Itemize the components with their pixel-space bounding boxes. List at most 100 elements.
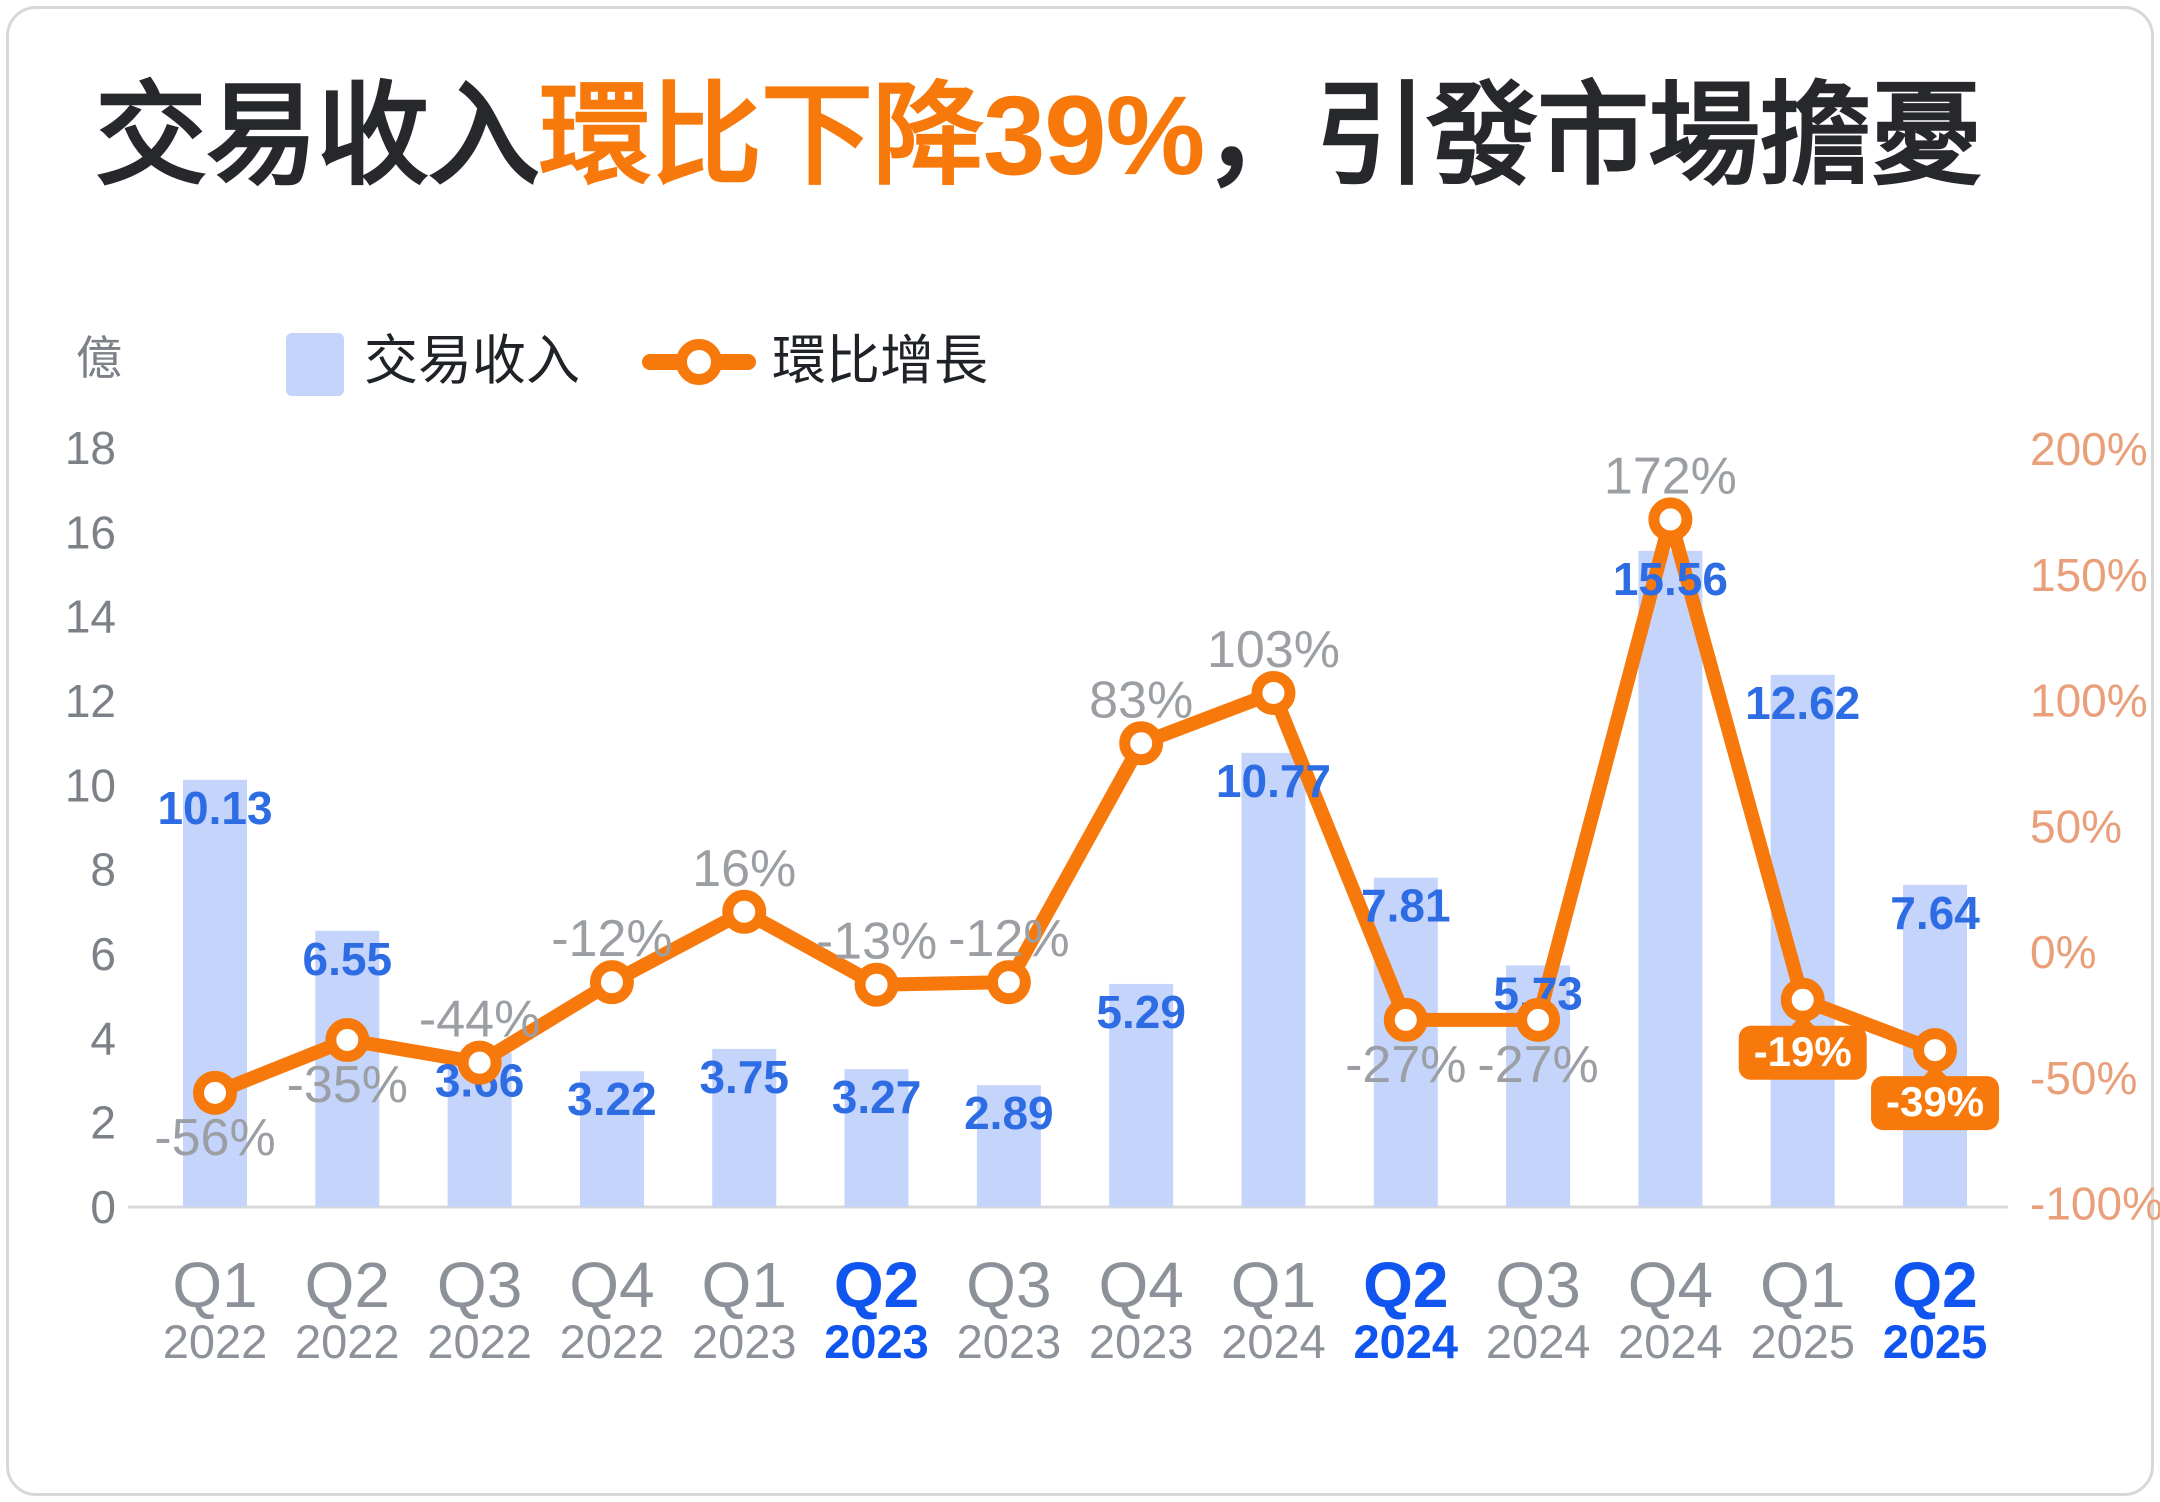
x-label-year-Q1-2022: 2022: [163, 1315, 268, 1368]
line-marker-Q1-2025: [1780, 977, 1825, 1022]
badge-value-label: -19%: [1754, 1028, 1852, 1075]
line-marker-Q1-2024: [1251, 670, 1296, 715]
x-label-quarter-Q1-2022: Q1: [172, 1249, 257, 1321]
left-axis-tick-0: 0: [90, 1181, 116, 1233]
bar-value-label-Q2-2023: 3.27: [832, 1071, 922, 1123]
x-label-year-Q4-2024: 2024: [1618, 1315, 1723, 1368]
x-label-quarter-Q1-2024: Q1: [1231, 1249, 1316, 1321]
line-value-label-Q3-2022: -44%: [419, 991, 540, 1049]
bar-Q2-2023: [844, 1069, 909, 1207]
x-label-quarter-Q3-2023: Q3: [966, 1249, 1051, 1321]
bar-value-label-Q1-2024: 10.77: [1216, 755, 1331, 807]
bar-value-label-Q2-2025: 7.64: [1890, 887, 1980, 939]
bar-Q4-2024: [1638, 550, 1703, 1207]
left-axis-tick-12: 12: [65, 675, 116, 727]
bar-Q1-2023: [712, 1048, 777, 1207]
line-value-label-Q2-2024: -27%: [1345, 1036, 1466, 1094]
x-label-quarter-Q1-2023: Q1: [702, 1249, 787, 1321]
line-value-label-Q1-2024: 103%: [1207, 621, 1340, 679]
line-value-label-Q4-2024: 172%: [1604, 447, 1737, 505]
bar-value-label-Q1-2025: 12.62: [1745, 677, 1860, 729]
line-marker-Q1-2022: [193, 1070, 237, 1115]
legend-line-ring-icon: [676, 339, 722, 385]
x-label-year-Q2-2025: 2025: [1883, 1315, 1988, 1368]
x-label-year-Q2-2023: 2023: [824, 1315, 929, 1368]
bar-value-label-Q4-2022: 3.22: [567, 1073, 657, 1125]
right-axis-tick-100%: 100%: [2030, 675, 2148, 727]
x-label-quarter-Q4-2024: Q4: [1628, 1249, 1713, 1321]
x-label-year-Q1-2025: 2025: [1750, 1315, 1855, 1368]
x-label-quarter-Q2-2022: Q2: [305, 1249, 390, 1321]
left-axis-tick-6: 6: [90, 928, 116, 980]
bar-value-label-Q3-2023: 2.89: [964, 1087, 1054, 1139]
badge-background: [1871, 1076, 2000, 1131]
bar-value-label-Q4-2023: 5.29: [1096, 986, 1186, 1038]
bar-Q2-2024: [1373, 877, 1438, 1207]
line-marker-Q2-2024: [1383, 997, 1428, 1042]
line-marker-Q2-2022: [325, 1018, 370, 1063]
line-value-label-Q3-2023: -12%: [948, 910, 1069, 968]
x-label-quarter-Q2-2023: Q2: [834, 1249, 919, 1321]
left-axis-tick-14: 14: [65, 591, 116, 643]
left-axis-unit-label: 億: [76, 332, 122, 384]
line-marker-Q3-2023: [986, 960, 1031, 1005]
line-marker-Q3-2022: [457, 1040, 502, 1085]
bar-Q3-2023: [976, 1085, 1041, 1207]
left-axis-tick-8: 8: [90, 844, 116, 896]
x-label-quarter-Q4-2022: Q4: [569, 1249, 654, 1321]
left-axis-tick-18: 18: [65, 422, 116, 474]
right-axis-tick-150%: 150%: [2030, 549, 2148, 601]
x-label-year-Q4-2022: 2022: [560, 1315, 665, 1368]
bar-Q1-2024: [1241, 752, 1306, 1207]
bar-value-label-Q1-2023: 3.75: [699, 1051, 789, 1103]
x-label-quarter-Q3-2024: Q3: [1495, 1249, 1580, 1321]
legend-bar-swatch: [286, 333, 344, 396]
growth-badge-Q2-2025: -39%: [1871, 1064, 2000, 1131]
line-value-label-Q2-2023: -13%: [816, 913, 937, 971]
badge-value-label: -39%: [1886, 1078, 1984, 1125]
line-value-label-Q1-2022: -56%: [154, 1109, 275, 1167]
legend-line-marker: [642, 339, 756, 385]
x-label-year-Q3-2023: 2023: [957, 1315, 1062, 1368]
line-value-label-Q2-2022: -35%: [287, 1056, 408, 1114]
growth-line: [208, 512, 1943, 1100]
left-axis-tick-16: 16: [65, 506, 116, 558]
line-value-label-Q4-2022: -12%: [551, 910, 672, 968]
bar-value-label-Q2-2024: 7.81: [1361, 880, 1451, 932]
right-axis-tick-200%: 200%: [2030, 423, 2148, 475]
title-suffix: ，引發市場擔憂: [1204, 73, 1982, 198]
growth-badge-Q1-2025: -19%: [1738, 1013, 1867, 1080]
x-label-year-Q2-2022: 2022: [295, 1315, 400, 1368]
right-axis-tick--100%: -100%: [2030, 1178, 2160, 1230]
legend-bar-label: 交易收入: [364, 331, 580, 391]
x-label-year-Q1-2024: 2024: [1221, 1315, 1326, 1368]
left-axis-tick-4: 4: [90, 1012, 116, 1064]
legend-line-label: 環比增長: [772, 331, 988, 391]
right-axis-tick--50%: -50%: [2030, 1052, 2137, 1104]
x-label-year-Q4-2023: 2023: [1089, 1315, 1194, 1368]
right-axis-tick-0%: 0%: [2030, 926, 2096, 978]
x-label-year-Q3-2022: 2022: [427, 1315, 532, 1368]
title-prefix: 交易收入: [95, 73, 540, 198]
badge-background: [1738, 1025, 1867, 1080]
x-label-quarter-Q4-2023: Q4: [1098, 1249, 1183, 1321]
x-label-year-Q3-2024: 2024: [1486, 1315, 1591, 1368]
chart-title: 交易收入環比下降39%，引發市場擔憂: [95, 66, 1982, 206]
bar-value-label-Q1-2022: 10.13: [157, 782, 272, 834]
bar-value-label-Q2-2022: 6.55: [303, 933, 393, 985]
line-marker-Q4-2022: [589, 960, 634, 1005]
left-axis-tick-10: 10: [65, 759, 116, 811]
title-highlight: 環比下降39%: [539, 73, 1205, 198]
bar-Q2-2022: [315, 930, 380, 1207]
x-label-quarter-Q1-2025: Q1: [1760, 1249, 1845, 1321]
x-label-quarter-Q2-2024: Q2: [1363, 1249, 1448, 1321]
left-axis-tick-2: 2: [90, 1097, 116, 1149]
line-marker-Q3-2024: [1516, 997, 1561, 1042]
line-value-label-Q4-2023: 83%: [1089, 671, 1193, 729]
line-marker-Q4-2024: [1648, 497, 1693, 542]
bar-Q4-2023: [1109, 983, 1174, 1207]
badge-pointer-icon: [1922, 1064, 1949, 1079]
x-label-year-Q2-2024: 2024: [1354, 1315, 1459, 1368]
line-marker-Q4-2023: [1119, 721, 1164, 766]
